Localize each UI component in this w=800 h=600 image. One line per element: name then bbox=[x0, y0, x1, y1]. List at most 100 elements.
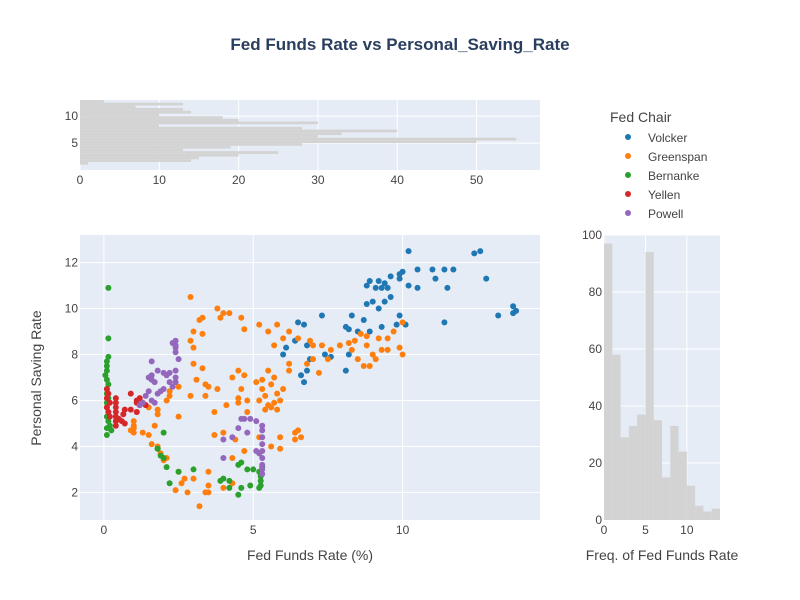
scatter-point-powell[interactable] bbox=[175, 356, 182, 363]
scatter-point-bernanke[interactable] bbox=[105, 381, 112, 388]
scatter-point-powell[interactable] bbox=[136, 402, 143, 409]
scatter-point-volcker[interactable] bbox=[396, 312, 403, 319]
top-histogram-bar[interactable] bbox=[80, 153, 239, 157]
scatter-point-volcker[interactable] bbox=[295, 319, 302, 326]
scatter-point-greenspan[interactable] bbox=[229, 454, 236, 461]
scatter-point-bernanke[interactable] bbox=[247, 482, 254, 489]
scatter-point-bernanke[interactable] bbox=[105, 284, 112, 291]
scatter-point-greenspan[interactable] bbox=[318, 342, 325, 349]
scatter-point-volcker[interactable] bbox=[345, 326, 352, 333]
top-histogram-bar[interactable] bbox=[80, 156, 199, 160]
scatter-point-volcker[interactable] bbox=[345, 351, 352, 358]
scatter-point-greenspan[interactable] bbox=[354, 356, 361, 363]
scatter-point-powell[interactable] bbox=[151, 379, 158, 386]
scatter-point-powell[interactable] bbox=[145, 374, 152, 381]
scatter-point-greenspan[interactable] bbox=[175, 383, 182, 390]
scatter-point-greenspan[interactable] bbox=[145, 431, 152, 438]
scatter-point-powell[interactable] bbox=[247, 415, 254, 422]
scatter-point-bernanke[interactable] bbox=[244, 466, 251, 473]
scatter-point-greenspan[interactable] bbox=[211, 408, 218, 415]
scatter-point-greenspan[interactable] bbox=[378, 346, 385, 353]
scatter-point-bernanke[interactable] bbox=[154, 445, 161, 452]
scatter-point-greenspan[interactable] bbox=[399, 319, 406, 326]
scatter-point-bernanke[interactable] bbox=[103, 376, 110, 383]
scatter-point-volcker[interactable] bbox=[405, 248, 412, 255]
scatter-point-greenspan[interactable] bbox=[244, 397, 251, 404]
scatter-point-yellen[interactable] bbox=[103, 404, 110, 411]
scatter-point-powell[interactable] bbox=[259, 422, 266, 429]
scatter-point-greenspan[interactable] bbox=[384, 346, 391, 353]
scatter-point-greenspan[interactable] bbox=[127, 427, 134, 434]
scatter-point-volcker[interactable] bbox=[301, 379, 308, 386]
scatter-point-greenspan[interactable] bbox=[274, 406, 281, 413]
scatter-point-volcker[interactable] bbox=[393, 321, 400, 328]
top-histogram-bar[interactable] bbox=[80, 126, 303, 130]
scatter-point-volcker[interactable] bbox=[387, 273, 394, 280]
scatter-point-greenspan[interactable] bbox=[348, 346, 355, 353]
scatter-point-bernanke[interactable] bbox=[103, 363, 110, 370]
scatter-point-volcker[interactable] bbox=[342, 367, 349, 374]
scatter-point-yellen[interactable] bbox=[121, 406, 128, 413]
scatter-point-volcker[interactable] bbox=[405, 282, 412, 289]
scatter-point-greenspan[interactable] bbox=[309, 356, 316, 363]
scatter-point-greenspan[interactable] bbox=[130, 418, 137, 425]
scatter-point-volcker[interactable] bbox=[381, 298, 388, 305]
scatter-point-greenspan[interactable] bbox=[256, 321, 263, 328]
scatter-point-yellen[interactable] bbox=[103, 395, 110, 402]
scatter-point-bernanke[interactable] bbox=[103, 367, 110, 374]
top-histogram-bar[interactable] bbox=[80, 121, 318, 125]
scatter-point-greenspan[interactable] bbox=[327, 346, 334, 353]
scatter-point-greenspan[interactable] bbox=[309, 342, 316, 349]
scatter-point-greenspan[interactable] bbox=[178, 480, 185, 487]
scatter-point-greenspan[interactable] bbox=[196, 317, 203, 324]
scatter-point-greenspan[interactable] bbox=[271, 399, 278, 406]
scatter-point-powell[interactable] bbox=[229, 434, 236, 441]
scatter-point-yellen[interactable] bbox=[121, 420, 128, 427]
scatter-point-bernanke[interactable] bbox=[103, 431, 110, 438]
scatter-point-greenspan[interactable] bbox=[190, 360, 197, 367]
scatter-point-greenspan[interactable] bbox=[280, 335, 287, 342]
scatter-point-yellen[interactable] bbox=[127, 390, 134, 397]
scatter-point-volcker[interactable] bbox=[384, 284, 391, 291]
scatter-point-greenspan[interactable] bbox=[363, 333, 370, 340]
scatter-point-greenspan[interactable] bbox=[268, 404, 275, 411]
scatter-point-bernanke[interactable] bbox=[102, 372, 109, 379]
scatter-point-greenspan[interactable] bbox=[265, 367, 272, 374]
scatter-point-greenspan[interactable] bbox=[205, 468, 212, 475]
right-histogram-bar[interactable] bbox=[628, 425, 638, 520]
scatter-point-yellen[interactable] bbox=[105, 408, 112, 415]
top-histogram-bar[interactable] bbox=[80, 118, 239, 122]
scatter-point-greenspan[interactable] bbox=[223, 402, 230, 409]
right-histogram-bar[interactable] bbox=[670, 425, 679, 520]
scatter-point-greenspan[interactable] bbox=[363, 342, 370, 349]
right-histogram-bar[interactable] bbox=[695, 505, 704, 520]
top-histogram-bar[interactable] bbox=[80, 108, 184, 111]
scatter-point-greenspan[interactable] bbox=[286, 328, 293, 335]
scatter-point-greenspan[interactable] bbox=[220, 310, 227, 317]
scatter-point-greenspan[interactable] bbox=[202, 489, 209, 496]
scatter-point-yellen[interactable] bbox=[127, 406, 134, 413]
scatter-point-powell[interactable] bbox=[154, 367, 161, 374]
top-histogram-bar[interactable] bbox=[80, 116, 223, 119]
scatter-point-volcker[interactable] bbox=[471, 250, 478, 257]
scatter-point-yellen[interactable] bbox=[112, 399, 119, 406]
scatter-point-bernanke[interactable] bbox=[220, 475, 227, 482]
legend-item-yellen[interactable]: Yellen bbox=[625, 188, 680, 202]
legend-item-bernanke[interactable]: Bernanke bbox=[625, 169, 700, 183]
scatter-point-greenspan[interactable] bbox=[172, 487, 179, 494]
scatter-point-greenspan[interactable] bbox=[366, 363, 373, 370]
scatter-point-greenspan[interactable] bbox=[390, 328, 397, 335]
scatter-point-greenspan[interactable] bbox=[324, 356, 331, 363]
scatter-point-powell[interactable] bbox=[259, 434, 266, 441]
scatter-point-greenspan[interactable] bbox=[241, 448, 248, 455]
scatter-point-greenspan[interactable] bbox=[175, 413, 182, 420]
scatter-point-greenspan[interactable] bbox=[214, 305, 221, 312]
scatter-point-greenspan[interactable] bbox=[238, 385, 245, 392]
scatter-point-greenspan[interactable] bbox=[277, 397, 284, 404]
scatter-point-bernanke[interactable] bbox=[163, 464, 170, 471]
scatter-point-greenspan[interactable] bbox=[336, 342, 343, 349]
scatter-point-volcker[interactable] bbox=[280, 351, 287, 358]
scatter-point-greenspan[interactable] bbox=[259, 385, 266, 392]
scatter-point-greenspan[interactable] bbox=[187, 294, 194, 301]
scatter-point-greenspan[interactable] bbox=[268, 381, 275, 388]
